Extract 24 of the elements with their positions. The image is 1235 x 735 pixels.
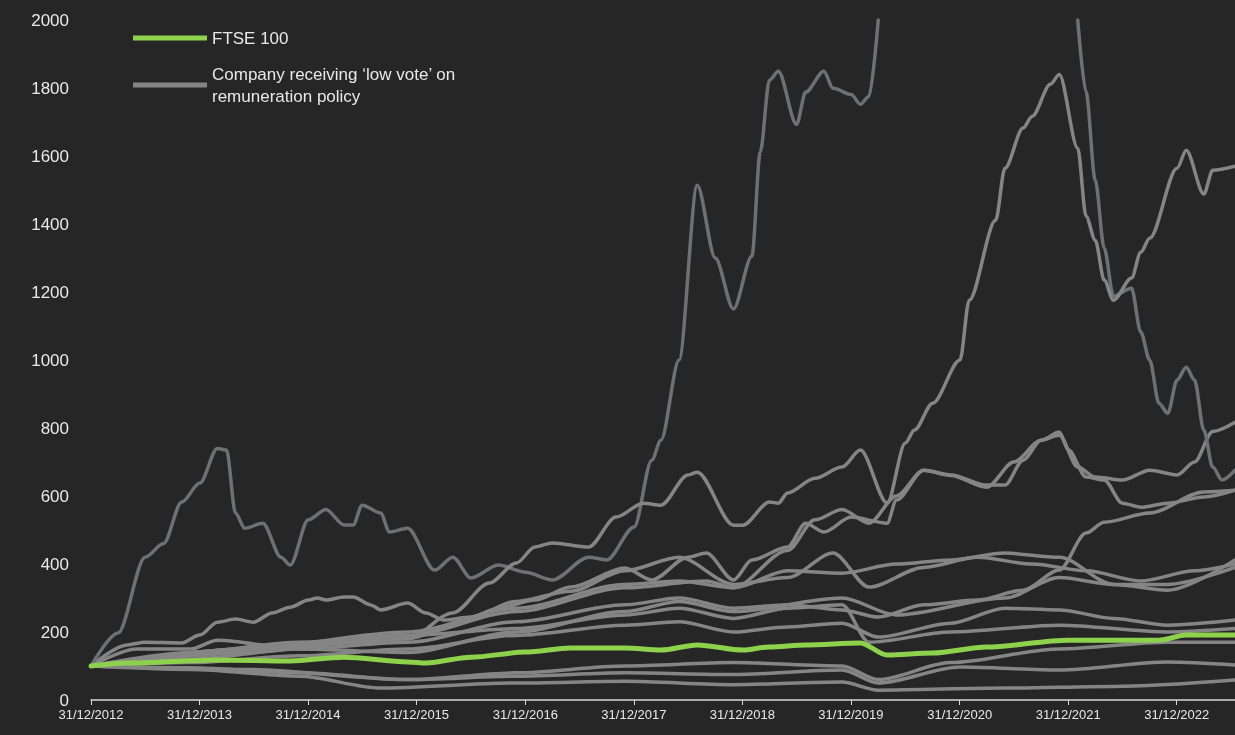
x-tick-label: 31/12/2014 [275,707,341,722]
y-tick-label: 1000 [31,350,69,370]
x-tick-label: 31/12/2016 [492,707,558,722]
y-tick-label: 1800 [31,78,69,98]
y-tick-label: 800 [40,418,69,438]
y-tick-label: 200 [40,622,69,642]
x-tick-label: 31/12/2013 [166,707,233,722]
x-tick-label: 31/12/2020 [927,707,993,722]
y-tick-label: 2000 [31,10,69,30]
x-tick-label: 31/12/2022 [1144,707,1210,722]
legend-label: FTSE 100 [212,28,289,48]
y-tick-label: 1600 [31,146,69,166]
y-tick-label: 0 [59,690,69,710]
x-tick-label: 31/12/2015 [384,707,450,722]
x-tick-label: 31/12/2018 [709,707,775,722]
x-tick-label: 31/12/2017 [601,707,667,722]
y-tick-label: 1200 [31,282,69,302]
x-tick-label: 31/12/2019 [818,707,884,722]
x-tick-label: 31/12/2021 [1035,707,1101,722]
x-tick-label: 31/12/2012 [58,707,124,722]
legend-label: Company receiving ‘low vote’ on remuneration policy [212,64,460,106]
y-tick-label: 600 [40,486,69,506]
y-tick-label: 400 [40,554,69,574]
y-tick-label: 1400 [31,214,69,234]
